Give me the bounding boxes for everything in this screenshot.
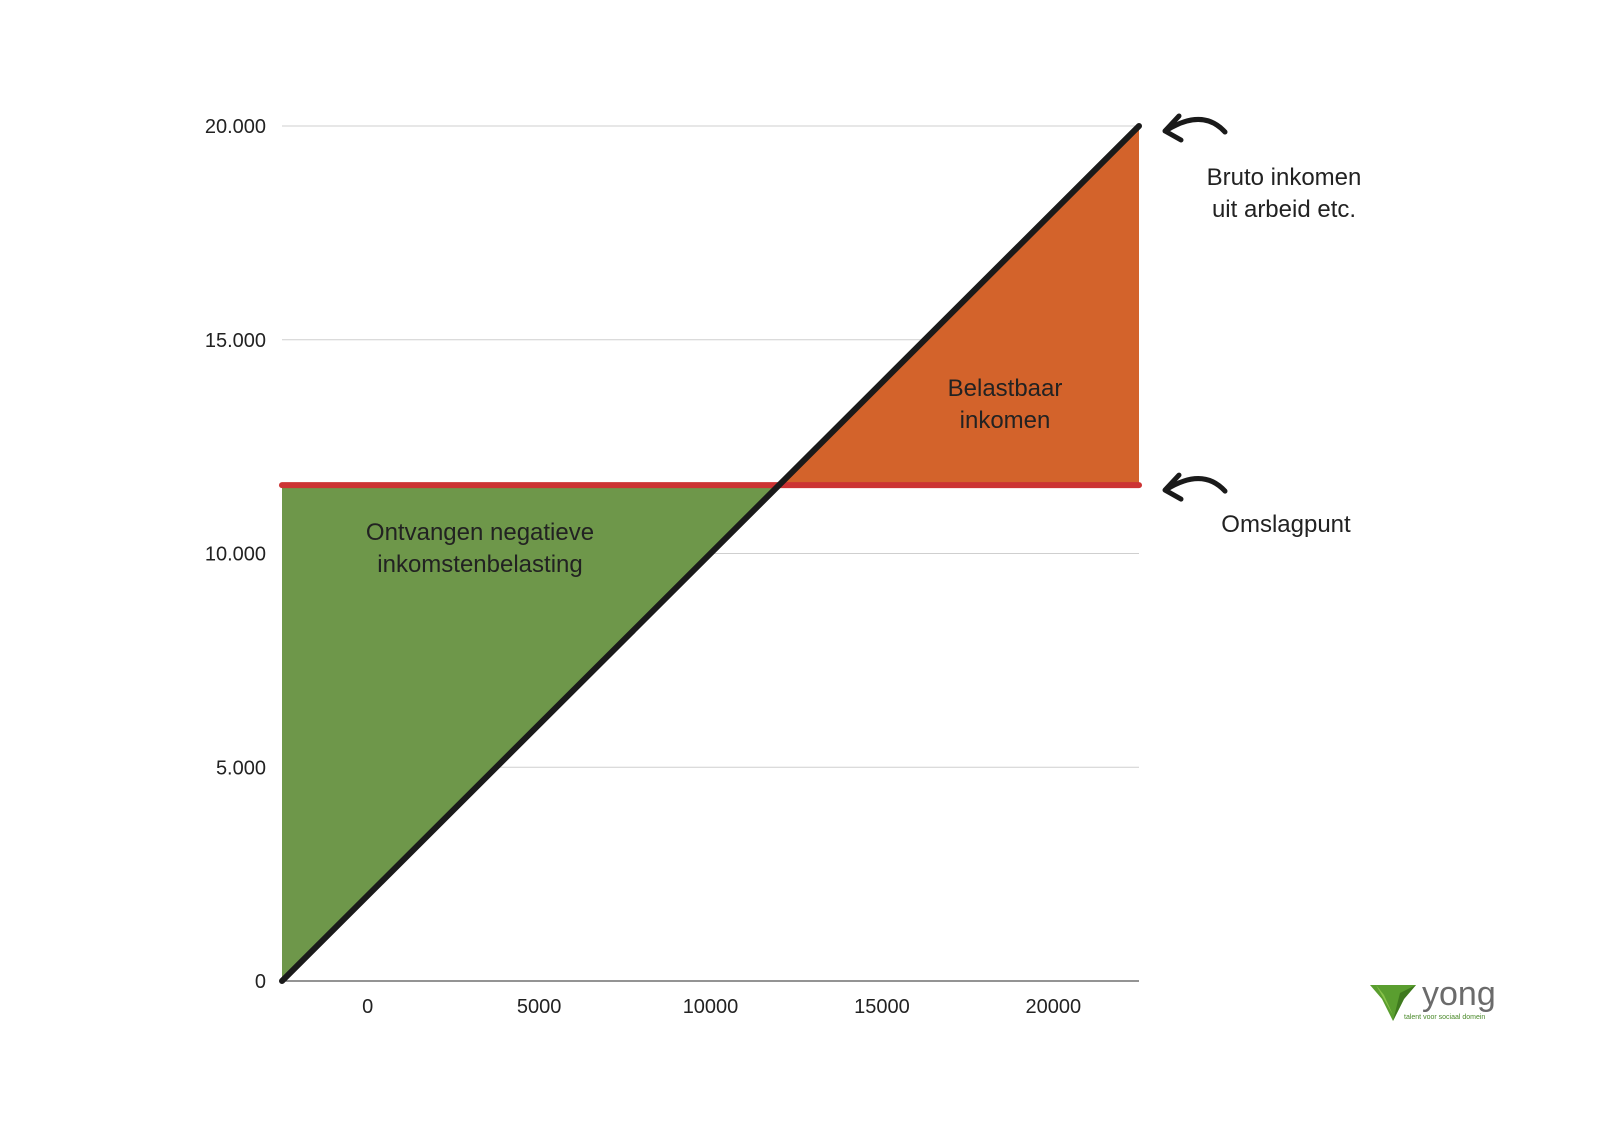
annotations: Bruto inkomen uit arbeid etc. Omslagpunt <box>1162 113 1362 538</box>
x-axis-ticks: 0 5000 10000 15000 20000 <box>362 996 1081 1018</box>
curved-arrow-icon <box>1164 117 1228 135</box>
y-tick-label: 0 <box>255 971 266 993</box>
logo-word: yong <box>1422 975 1496 1013</box>
x-tick-label: 10000 <box>683 996 739 1018</box>
y-tick-label: 15.000 <box>205 330 266 352</box>
y-axis-ticks: 0 5.000 10.000 15.000 20.000 <box>205 116 266 993</box>
annotation: Bruto inkomen uit arbeid etc. <box>1162 113 1362 223</box>
y-tick-label: 5.000 <box>216 757 266 779</box>
annotation-text: Bruto inkomen uit arbeid etc. <box>1207 164 1362 223</box>
annotation-text: Omslagpunt <box>1221 511 1351 538</box>
region-label: Belastbaar inkomen <box>948 375 1063 434</box>
region-label: Ontvangen negatieve inkomstenbelasting <box>366 519 594 578</box>
arrow-head-icon <box>1162 472 1184 502</box>
logo-tagline: talent voor sociaal domein <box>1404 1014 1485 1021</box>
x-tick-label: 20000 <box>1025 996 1081 1018</box>
arrow-head-icon <box>1162 113 1184 143</box>
x-tick-label: 15000 <box>854 996 910 1018</box>
region-labels: Ontvangen negatieve inkomstenbelasting Bel… <box>366 375 1062 578</box>
lines <box>279 123 1142 984</box>
y-tick-label: 20.000 <box>205 116 266 138</box>
gross-income-line <box>279 123 1142 984</box>
curved-arrow-icon <box>1164 476 1228 494</box>
logo: yong talent voor sociaal domein <box>1370 975 1496 1021</box>
annotation: Omslagpunt <box>1162 472 1351 538</box>
y-tick-label: 10.000 <box>205 544 266 566</box>
x-tick-label: 0 <box>362 996 373 1018</box>
x-tick-label: 5000 <box>517 996 562 1018</box>
